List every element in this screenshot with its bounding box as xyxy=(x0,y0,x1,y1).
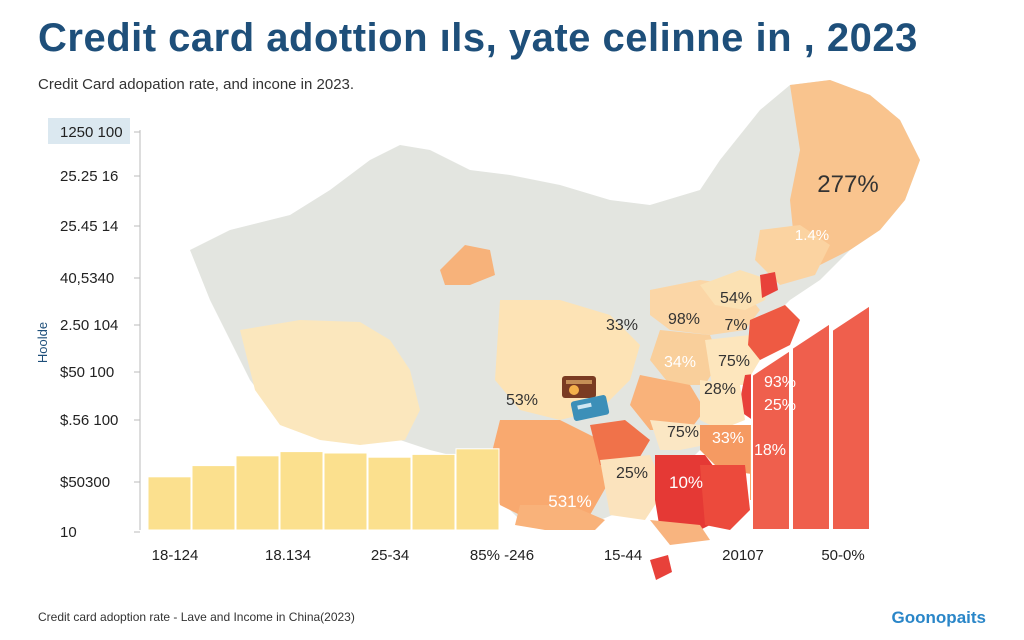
adoption-bars xyxy=(751,303,871,531)
credit-card-icon xyxy=(562,376,596,398)
region-label: 54% xyxy=(720,290,752,307)
income-bars xyxy=(147,448,500,531)
income-bar xyxy=(147,476,192,531)
region-label: 34% xyxy=(664,354,696,371)
map-region-southwest xyxy=(515,505,605,530)
y-tick-label: $50300 xyxy=(60,474,110,491)
region-labels: 277% 1.4% 54% 33% 98% 7% 34% 75% 28% 93% 25% 53% 75%… xyxy=(506,171,879,511)
adoption-bar xyxy=(791,321,831,531)
region-label: 33% xyxy=(606,317,638,334)
y-axis-top-tab xyxy=(48,118,130,144)
x-tick-label: 20107 xyxy=(722,547,764,564)
income-bar xyxy=(323,452,368,531)
map-region-south xyxy=(650,520,710,545)
y-tick-label: 10 xyxy=(60,524,77,541)
region-label: 98% xyxy=(668,311,700,328)
x-tick-label: 50-0% xyxy=(821,547,864,564)
map-region-korea-spot xyxy=(760,272,778,298)
map-region-hubei xyxy=(630,375,705,430)
region-label: 7% xyxy=(724,317,747,334)
region-label: 93% xyxy=(764,374,796,391)
map-region-shandong xyxy=(748,305,800,360)
income-bar xyxy=(367,456,412,531)
region-label: 33% xyxy=(712,430,744,447)
chart-footer: Credit card adoption rate - Lave and Inc… xyxy=(38,610,355,624)
chart-subtitle: Credit Card adopation rate, and incone i… xyxy=(38,76,355,93)
brand-logo: Goonopaits xyxy=(891,608,986,627)
map-region-henan xyxy=(705,335,760,385)
map-region-hebei xyxy=(700,270,770,310)
map-region-northeast-2 xyxy=(755,225,830,285)
adoption-bar xyxy=(751,348,791,531)
region-label: 25% xyxy=(616,465,648,482)
map-region-fujian xyxy=(700,465,750,530)
region-label: 28% xyxy=(704,381,736,398)
region-label: 1.4% xyxy=(795,227,829,244)
region-label: 10% xyxy=(669,473,703,492)
income-bar xyxy=(279,451,324,531)
region-label: 18% xyxy=(754,442,786,459)
y-tick-label: 40,5340 xyxy=(60,270,114,287)
region-label: 277% xyxy=(817,171,878,198)
adoption-bar xyxy=(831,303,871,531)
y-tick-label: 2.50 104 xyxy=(60,317,118,334)
income-bar xyxy=(191,465,236,531)
map-region-hainan xyxy=(650,555,672,580)
region-label: 75% xyxy=(718,353,750,370)
x-tick-label: 85% -246 xyxy=(470,547,534,564)
x-tick-label: 18.134 xyxy=(265,547,311,564)
map-region-shanxi xyxy=(650,330,720,385)
region-label: 75% xyxy=(667,424,699,441)
map-region-northeast xyxy=(790,80,920,265)
credit-card-icon-2 xyxy=(570,395,610,421)
y-tick-label: $50 100 xyxy=(60,364,114,381)
region-label: 53% xyxy=(506,392,538,409)
x-tick-label: 18-124 xyxy=(152,547,199,564)
map-region-hunan xyxy=(600,455,665,520)
y-tick-label: 1250 100 xyxy=(60,124,123,141)
region-label: 25% xyxy=(764,397,796,414)
x-tick-label: 25-34 xyxy=(371,547,409,564)
map-region-central-west xyxy=(495,300,640,420)
map-region-sichuan xyxy=(490,420,610,525)
x-tick-label: 15-44 xyxy=(604,547,642,564)
map-region-innermongolia xyxy=(440,245,495,285)
map-region-west xyxy=(240,320,420,445)
y-tick-label: 25.25 16 xyxy=(60,168,118,185)
chart-title: Credit card adottion ıls, yate celinne i… xyxy=(38,16,918,60)
map-region-jiangxi xyxy=(650,420,705,450)
income-bar xyxy=(455,448,500,531)
region-label: 531% xyxy=(548,492,591,511)
income-bar xyxy=(235,455,280,531)
y-axis-ticks: 1250 100 25.25 16 25.45 14 40,5340 2.50 104 $… xyxy=(60,124,140,541)
x-axis-ticks: 18-124 18.134 25-34 85% -246 15-44 20107 50-0% xyxy=(152,547,865,564)
map-region-chongqing xyxy=(590,420,650,465)
income-bar xyxy=(411,453,456,531)
map-region-anhui xyxy=(700,380,745,430)
y-tick-label: $.56 100 xyxy=(60,412,118,429)
y-tick-label: 25.45 14 xyxy=(60,218,118,235)
